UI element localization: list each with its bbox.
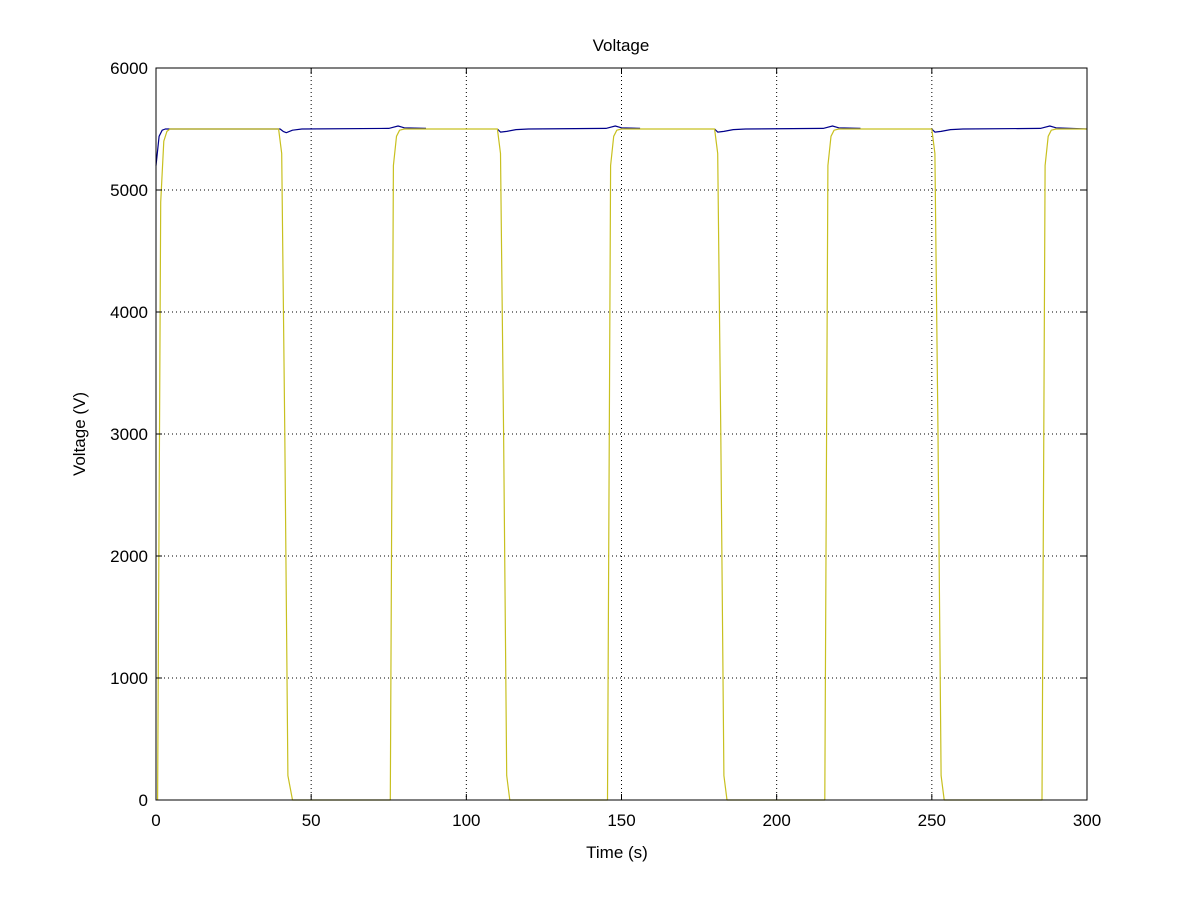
chart-title: Voltage — [593, 36, 650, 55]
plot-background — [156, 68, 1087, 800]
x-tick-label: 150 — [607, 811, 635, 830]
y-tick-label: 5000 — [110, 181, 148, 200]
x-tick-label: 300 — [1073, 811, 1101, 830]
x-tick-label: 250 — [918, 811, 946, 830]
x-tick-label: 200 — [762, 811, 790, 830]
y-tick-label: 4000 — [110, 303, 148, 322]
y-tick-label: 6000 — [110, 59, 148, 78]
data-series — [155, 125, 1088, 801]
y-axis-label: Voltage (V) — [70, 392, 89, 476]
x-tick-label: 100 — [452, 811, 480, 830]
series-line-2 — [714, 125, 861, 133]
y-tick-label: 0 — [139, 791, 148, 810]
x-axis-label: Time (s) — [586, 843, 648, 862]
y-tick-label: 1000 — [110, 669, 148, 688]
y-tick-label: 3000 — [110, 425, 148, 444]
series-line-1 — [496, 125, 641, 133]
y-tick-label: 2000 — [110, 547, 148, 566]
series-line-4 — [157, 128, 1087, 801]
series-line-3 — [931, 125, 1088, 133]
x-tick-label: 50 — [302, 811, 321, 830]
series-line-0 — [155, 125, 427, 166]
x-tick-label: 0 — [151, 811, 160, 830]
axis-ticks: 0 50 100 150 200 250 3000100020003000400050006… — [110, 59, 1101, 830]
